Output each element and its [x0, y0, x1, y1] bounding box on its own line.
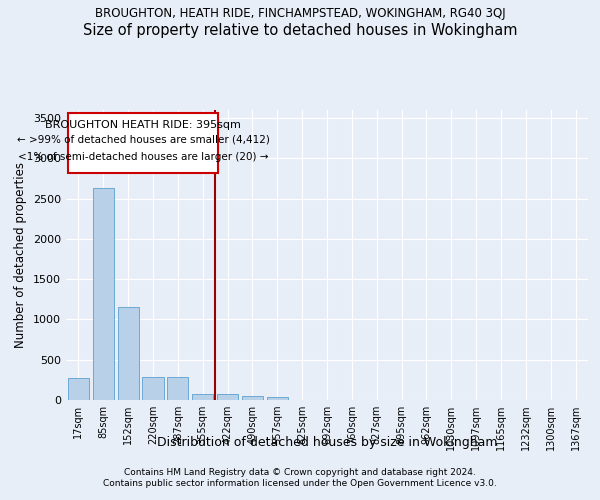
FancyBboxPatch shape — [68, 113, 218, 173]
Bar — [93, 188, 114, 400]
Bar — [242, 396, 263, 400]
Text: Size of property relative to detached houses in Wokingham: Size of property relative to detached ho… — [83, 22, 517, 38]
Text: BROUGHTON, HEATH RIDE, FINCHAMPSTEAD, WOKINGHAM, RG40 3QJ: BROUGHTON, HEATH RIDE, FINCHAMPSTEAD, WO… — [95, 8, 505, 20]
Bar — [142, 376, 164, 400]
Bar — [217, 394, 238, 400]
Y-axis label: Number of detached properties: Number of detached properties — [14, 162, 28, 348]
Text: Contains public sector information licensed under the Open Government Licence v3: Contains public sector information licen… — [103, 480, 497, 488]
Text: Contains HM Land Registry data © Crown copyright and database right 2024.: Contains HM Land Registry data © Crown c… — [124, 468, 476, 477]
Text: <1% of semi-detached houses are larger (20) →: <1% of semi-detached houses are larger (… — [18, 152, 268, 162]
Bar — [192, 394, 213, 400]
Bar — [118, 306, 139, 400]
Bar — [267, 397, 288, 400]
Bar — [68, 378, 89, 400]
Bar — [167, 376, 188, 400]
Text: BROUGHTON HEATH RIDE: 395sqm: BROUGHTON HEATH RIDE: 395sqm — [45, 120, 241, 130]
Text: ← >99% of detached houses are smaller (4,412): ← >99% of detached houses are smaller (4… — [17, 135, 269, 145]
Text: Distribution of detached houses by size in Wokingham: Distribution of detached houses by size … — [157, 436, 497, 449]
